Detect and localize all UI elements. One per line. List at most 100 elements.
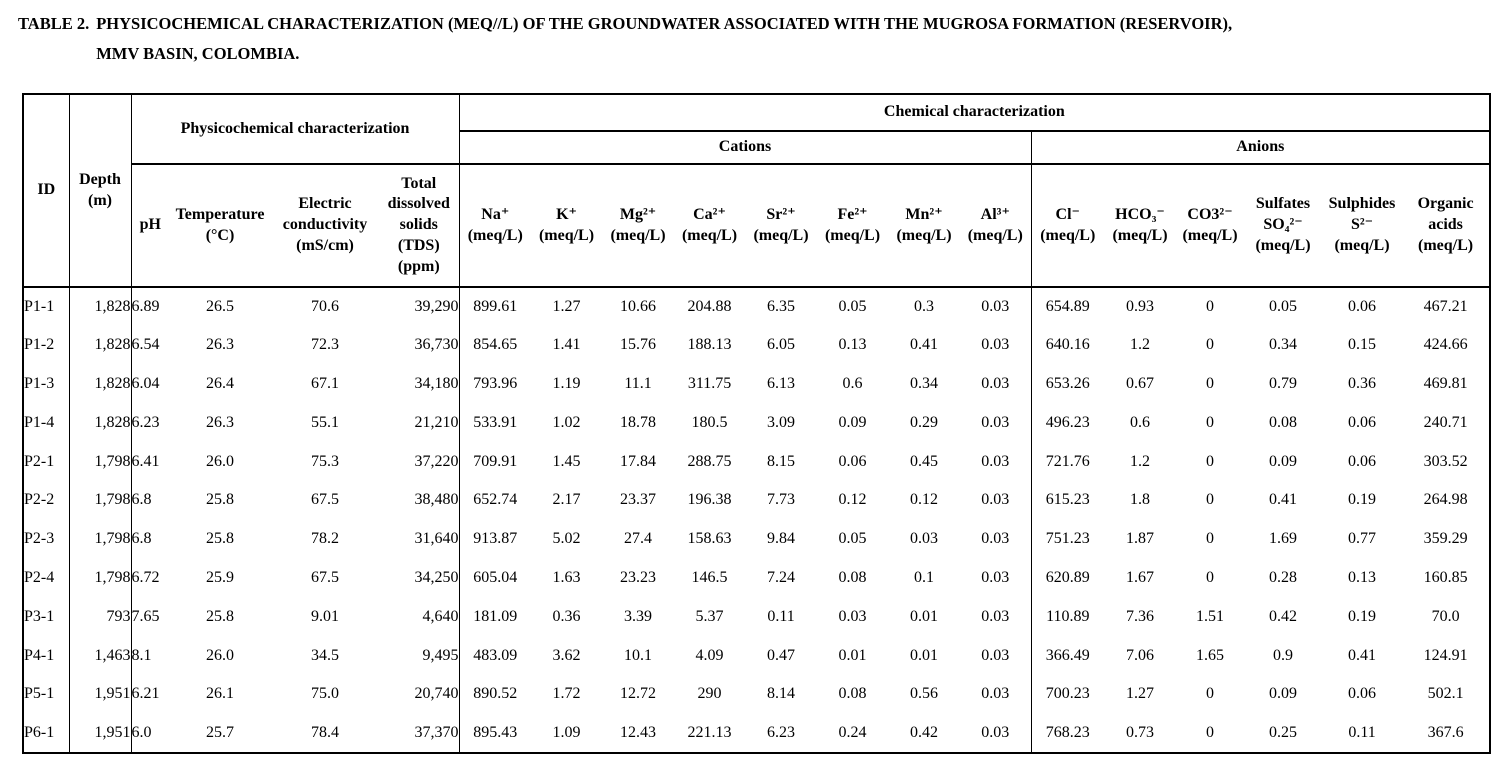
cell-cation-fe: 0.13 xyxy=(838,336,867,354)
cell-cation-k: 1.45 xyxy=(552,452,581,470)
cell-conductivity: 78.2 xyxy=(311,530,339,548)
cell-anion-cl: 496.23 xyxy=(1045,413,1090,431)
table-row: P1-4 1,828 6.23 26.3 55.1 21,210 533.91 1.02 18.… xyxy=(23,403,1490,443)
cell-conductivity: 9.01 xyxy=(311,607,339,625)
cell-cation-mg: 11.1 xyxy=(624,374,652,392)
cell-cation-na: 913.87 xyxy=(473,530,518,548)
cell-temperature: 25.9 xyxy=(206,568,234,586)
col-header-hco3: HCO₃⁻ (meq/L) xyxy=(1104,164,1177,288)
cell-id: P6-1 xyxy=(23,713,70,753)
cell-cation-ca: 204.88 xyxy=(687,297,732,315)
cell-conductivity: 75.3 xyxy=(311,452,339,470)
cell-anion-cl: 721.76 xyxy=(1045,452,1090,470)
cell-cation-mn: 0.03 xyxy=(910,530,939,548)
cell-anion-cl: 640.16 xyxy=(1045,336,1090,354)
cell-anion-s: 0.06 xyxy=(1348,685,1377,703)
header-row-groups-2: Cations Anions xyxy=(23,131,1491,165)
cell-ph: 6.21 xyxy=(131,685,160,703)
cell-anion-hco3: 1.27 xyxy=(1126,685,1155,703)
cell-anion-hco3: 0.93 xyxy=(1126,297,1155,315)
cell-anion-so4: 1.69 xyxy=(1269,530,1298,548)
cell-anion-hco3: 1.67 xyxy=(1126,568,1155,586)
cell-cation-fe: 0.08 xyxy=(838,568,867,586)
cell-anion-cl: 110.89 xyxy=(1046,607,1090,625)
cell-anion-co3: 0 xyxy=(1206,723,1215,741)
cell-anion-s: 0.11 xyxy=(1348,723,1376,741)
cell-anion-co3: 0 xyxy=(1206,530,1215,548)
cell-anion-organic-acids: 160.85 xyxy=(1423,568,1468,586)
cell-id: P1-2 xyxy=(23,325,70,365)
cell-cation-na: 605.04 xyxy=(473,568,518,586)
cell-ph: 7.65 xyxy=(131,607,160,625)
cell-cation-mg: 12.72 xyxy=(620,685,657,703)
cell-cation-ca: 288.75 xyxy=(687,452,732,470)
cell-conductivity: 67.5 xyxy=(311,568,339,586)
cell-tds: 4,640 xyxy=(379,597,460,637)
group-header-chemical: Chemical characterization xyxy=(459,94,1491,132)
cell-anion-so4: 0.42 xyxy=(1269,607,1298,625)
cell-anion-co3: 0 xyxy=(1206,568,1215,586)
group-header-anions: Anions xyxy=(1031,131,1491,165)
table-row: P4-1 1,463 8.1 26.0 34.5 9,495 483.09 3.62 10.1 4… xyxy=(23,636,1490,675)
cell-anion-organic-acids: 124.91 xyxy=(1423,646,1468,664)
cell-temperature: 26.0 xyxy=(206,452,234,470)
cell-ph: 8.1 xyxy=(131,646,152,664)
table-caption-label: TABLE 2. xyxy=(18,14,90,33)
cell-cation-al: 0.03 xyxy=(960,442,1032,481)
cell-cation-fe: 0.03 xyxy=(838,607,867,625)
cell-temperature: 26.5 xyxy=(206,297,234,315)
cell-anion-hco3: 1.87 xyxy=(1126,530,1155,548)
cell-cation-fe: 0.05 xyxy=(838,297,867,315)
cell-cation-al: 0.03 xyxy=(960,636,1032,675)
col-header-sulphides: Sulphides S²⁻ (meq/L) xyxy=(1322,164,1403,288)
col-header-co3: CO3²⁻ (meq/L) xyxy=(1176,164,1245,288)
cell-temperature: 25.8 xyxy=(206,530,234,548)
cell-anion-organic-acids: 469.81 xyxy=(1423,374,1468,392)
cell-id: P2-1 xyxy=(23,442,70,481)
cell-anion-organic-acids: 424.66 xyxy=(1423,336,1468,354)
cell-cation-na: 895.43 xyxy=(473,723,518,741)
cell-anion-organic-acids: 367.6 xyxy=(1427,723,1464,741)
table-row: P2-4 1,798 6.72 25.9 67.5 34,250 605.04 1.63 23.… xyxy=(23,558,1490,598)
col-header-fe: Fe²⁺ (meq/L) xyxy=(817,164,889,288)
col-header-sr: Sr²⁺ (meq/L) xyxy=(745,164,818,288)
cell-cation-sr: 0.47 xyxy=(767,646,796,664)
cell-temperature: 26.3 xyxy=(206,336,234,354)
cell-id: P5-1 xyxy=(23,674,70,714)
cell-anion-s: 0.19 xyxy=(1348,491,1377,509)
cell-anion-organic-acids: 240.71 xyxy=(1423,413,1468,431)
cell-id: P2-2 xyxy=(23,480,70,520)
col-header-na: Na⁺ (meq/L) xyxy=(459,164,532,288)
cell-cation-mg: 18.78 xyxy=(620,413,657,431)
cell-cation-mn: 0.34 xyxy=(910,374,939,392)
cell-anion-co3: 0 xyxy=(1206,685,1215,703)
data-table: ID Depth (m) Physicochemical characteriz… xyxy=(22,93,1491,754)
cell-depth: 1,828 xyxy=(69,364,132,404)
cell-anion-co3: 0 xyxy=(1206,452,1215,470)
cell-cation-fe: 0.6 xyxy=(842,374,863,392)
cell-anion-s: 0.15 xyxy=(1348,336,1377,354)
cell-depth: 1,798 xyxy=(69,480,132,520)
cell-cation-na: 854.65 xyxy=(473,336,518,354)
cell-anion-hco3: 1.8 xyxy=(1130,491,1151,509)
cell-cation-sr: 6.05 xyxy=(767,336,796,354)
cell-tds: 20,740 xyxy=(379,674,460,714)
cell-ph: 6.41 xyxy=(131,452,160,470)
table-row: P1-1 1,828 6.89 26.5 70.6 39,290 899.61 1.27 10.… xyxy=(23,287,1490,326)
cell-anion-co3: 0 xyxy=(1206,413,1215,431)
cell-cation-sr: 8.15 xyxy=(767,452,796,470)
cell-cation-ca: 196.38 xyxy=(687,491,732,509)
cell-cation-mn: 0.3 xyxy=(914,297,935,315)
table-row: P2-2 1,798 6.8 25.8 67.5 38,480 652.74 2.17 23.3… xyxy=(23,480,1490,520)
cell-depth: 793 xyxy=(69,597,132,637)
cell-ph: 6.8 xyxy=(131,491,152,509)
cell-anion-hco3: 0.67 xyxy=(1126,374,1155,392)
table-row: P2-1 1,798 6.41 26.0 75.3 37,220 709.91 1.45 17.… xyxy=(23,442,1490,481)
cell-anion-organic-acids: 303.52 xyxy=(1423,452,1468,470)
table-body: P1-1 1,828 6.89 26.5 70.6 39,290 899.61 1.27 10.… xyxy=(23,287,1490,753)
cell-anion-co3: 1.65 xyxy=(1196,646,1225,664)
cell-cation-na: 890.52 xyxy=(473,685,518,703)
cell-temperature: 25.8 xyxy=(206,607,234,625)
cell-cation-fe: 0.01 xyxy=(838,646,867,664)
